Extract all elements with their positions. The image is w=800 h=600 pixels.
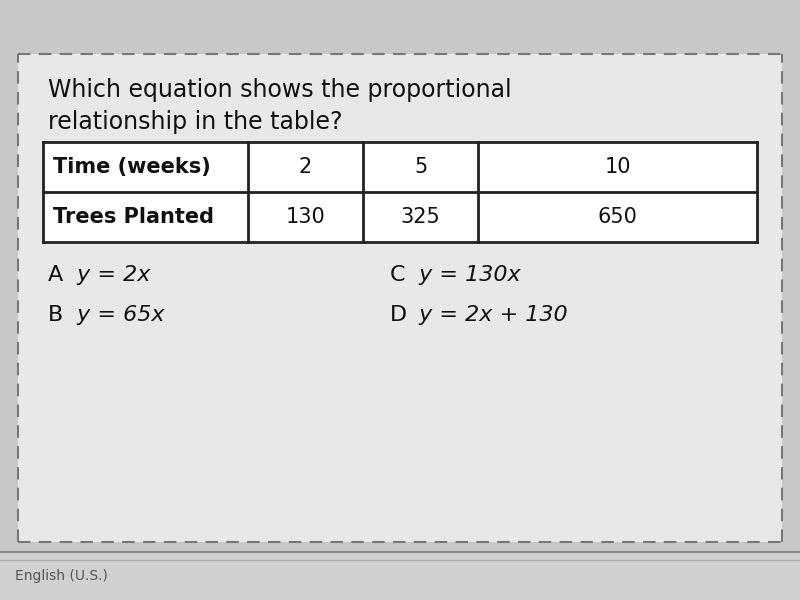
Text: D: D	[390, 305, 407, 325]
Bar	[18, 54, 782, 542]
Text: Time (weeks): Time (weeks)	[53, 157, 210, 177]
Text: Trees Planted: Trees Planted	[53, 207, 214, 227]
Text: y = 2x: y = 2x	[70, 265, 150, 285]
Text: 650: 650	[598, 207, 638, 227]
Text: 325: 325	[401, 207, 440, 227]
Text: Which equation shows the proportional: Which equation shows the proportional	[48, 78, 512, 102]
Text: 130: 130	[286, 207, 326, 227]
Text: y = 65x: y = 65x	[70, 305, 165, 325]
Text: A: A	[48, 265, 63, 285]
Text: 10: 10	[604, 157, 630, 177]
Bar	[0, 552, 800, 600]
Text: y = 130x: y = 130x	[412, 265, 521, 285]
Text: 5: 5	[414, 157, 427, 177]
Text: C: C	[390, 265, 406, 285]
Text: B: B	[48, 305, 63, 325]
Text: English (U.S.): English (U.S.)	[15, 569, 108, 583]
Text: 2: 2	[299, 157, 312, 177]
Bar	[43, 142, 757, 242]
Text: relationship in the table?: relationship in the table?	[48, 110, 342, 134]
Text: y = 2x + 130: y = 2x + 130	[412, 305, 568, 325]
